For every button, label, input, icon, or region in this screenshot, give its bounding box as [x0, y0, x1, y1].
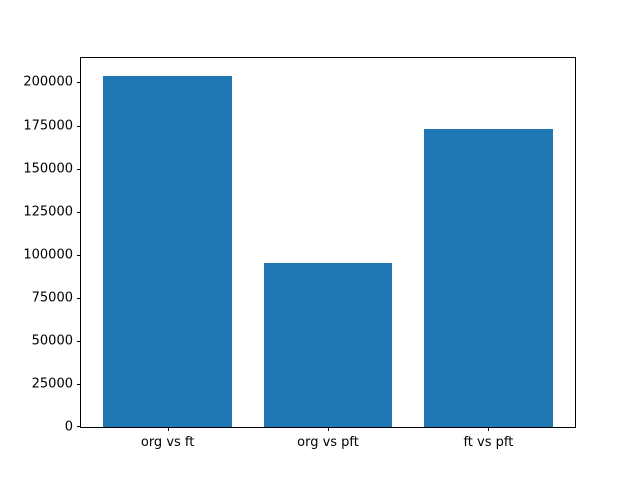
bar-org-vs-ft [103, 75, 232, 427]
y-tick-label: 50000 [31, 333, 73, 349]
x-tick-mark [167, 427, 169, 431]
y-tick-label: 100000 [23, 247, 73, 263]
y-tick-label: 200000 [23, 74, 73, 90]
bar-org-vs-pft [263, 263, 393, 427]
y-tick-label: 0 [64, 419, 73, 435]
x-tick-mark [488, 427, 490, 431]
x-tick-label: org vs ft [140, 435, 195, 450]
bar-ft-vs-pft [424, 128, 553, 427]
y-tick-mark [77, 383, 81, 385]
y-tick-mark [77, 125, 81, 127]
y-tick-mark [77, 297, 81, 299]
y-tick-label: 75000 [31, 290, 73, 306]
y-tick-label: 25000 [31, 376, 73, 392]
x-tick-mark [328, 427, 329, 431]
x-tick-label: ft vs pft [463, 435, 514, 450]
plot-area: 0 25000 50000 75000 100000 125000 150000 175000… [23, 57, 576, 450]
y-tick-mark [77, 168, 81, 170]
y-tick-mark [77, 254, 81, 256]
y-tick-mark [77, 426, 81, 427]
y-tick-mark [77, 211, 81, 213]
y-tick-label: 150000 [23, 161, 73, 177]
x-tick-label: org vs pft [297, 435, 359, 450]
y-tick-mark [77, 82, 81, 84]
y-tick-label: 175000 [23, 118, 73, 134]
y-tick-label: 125000 [23, 204, 73, 220]
y-tick-mark [77, 340, 81, 342]
